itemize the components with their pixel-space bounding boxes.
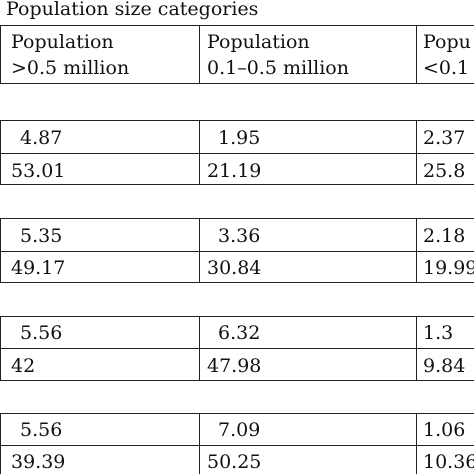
group2-percent-col2: 30.84	[207, 257, 262, 279]
header-top-rule	[0, 25, 474, 26]
group2-divider-2	[416, 218, 417, 282]
header-col3-line1: Popu	[423, 31, 471, 53]
header-col3-line2: <0.1	[423, 57, 470, 79]
group2-percent-col3: 19.99	[423, 257, 474, 279]
group1-percent-col1: 53.01	[11, 160, 66, 182]
group2-percent-col1: 49.17	[11, 257, 66, 279]
group3-count-col2: 6.32	[218, 322, 261, 344]
group1-mid-rule	[0, 153, 474, 154]
group4-count-col1: 5.56	[20, 419, 63, 441]
group4-count-col3: 1.06	[423, 419, 466, 441]
group3-count-col3: 1.3	[423, 322, 454, 344]
group2-mid-rule	[0, 251, 474, 252]
group1-divider-2	[416, 120, 417, 184]
group1-percent-col2: 21.19	[207, 160, 262, 182]
header-bottom-rule	[0, 83, 474, 84]
group1-count-col3: 2.37	[423, 127, 466, 149]
header-col1-line1: Population	[11, 31, 114, 53]
group3-count-col1: 5.56	[20, 322, 63, 344]
header-col2-line1: Population	[207, 31, 310, 53]
group1-divider-left	[0, 120, 1, 184]
group4-divider-1	[199, 413, 200, 474]
header-col-divider-left	[0, 25, 1, 83]
group1-count-col2: 1.95	[218, 127, 261, 149]
group4-count-col2: 7.09	[218, 419, 261, 441]
group1-percent-col3: 25.8	[423, 160, 466, 182]
group4-top-rule	[0, 413, 474, 414]
group2-bottom-rule	[0, 282, 474, 283]
group1-divider-1	[199, 120, 200, 184]
group1-top-rule	[0, 120, 474, 121]
header-col1-line2: >0.5 million	[11, 57, 130, 79]
group2-top-rule	[0, 218, 474, 219]
group2-count-col1: 5.35	[20, 225, 63, 247]
table-title: Population size categories	[6, 0, 259, 20]
group3-mid-rule	[0, 348, 474, 349]
group3-bottom-rule	[0, 380, 474, 381]
group4-divider-left	[0, 413, 1, 474]
group4-percent-col2: 50.25	[207, 451, 262, 473]
group4-percent-col3: 10.36	[423, 451, 474, 473]
header-col-divider-1	[199, 25, 200, 83]
group3-percent-col2: 47.98	[207, 355, 262, 377]
group3-percent-col1: 42	[11, 355, 36, 377]
group1-bottom-rule	[0, 184, 474, 185]
group2-divider-1	[199, 218, 200, 282]
group2-count-col3: 2.18	[423, 225, 466, 247]
header-col2-line2: 0.1–0.5 million	[207, 57, 349, 79]
group4-divider-2	[416, 413, 417, 474]
group3-percent-col3: 9.84	[423, 355, 466, 377]
group3-top-rule	[0, 316, 474, 317]
group2-divider-left	[0, 218, 1, 282]
group4-mid-rule	[0, 445, 474, 446]
group2-count-col2: 3.36	[218, 225, 261, 247]
group1-count-col1: 4.87	[20, 127, 63, 149]
header-col-divider-2	[416, 25, 417, 83]
group4-percent-col1: 39.39	[11, 451, 66, 473]
